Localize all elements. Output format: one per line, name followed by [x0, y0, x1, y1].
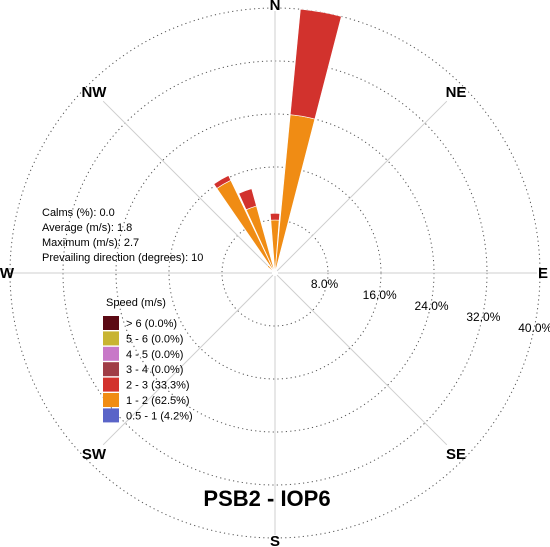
ring-label: 24.0% — [415, 299, 449, 313]
legend-swatch — [103, 362, 119, 377]
legend-label: 4 - 5 (0.0%) — [126, 349, 183, 361]
legend-swatch — [103, 377, 119, 392]
grid-spoke — [102, 274, 274, 446]
ring-labels: 8.0% 16.0% 24.0% 32.0% 40.0% — [311, 277, 550, 335]
legend-title: Speed (m/s) — [106, 297, 166, 309]
wind-sectors — [213, 8, 342, 274]
sector-segment-2-3 — [238, 188, 257, 211]
direction-label-nw: NW — [81, 84, 107, 101]
direction-label-n: N — [270, 0, 281, 14]
sector-segment-1-2 — [267, 265, 276, 274]
stats-average: Average (m/s): 1.8 — [42, 222, 132, 234]
stats-prevailing-direction: Prevailing direction (degrees): 10 — [42, 252, 203, 264]
grid-spoke — [276, 274, 448, 446]
stats-calms: Calms (%): 0.0 — [42, 207, 115, 219]
legend-label: > 6 (0.0%) — [126, 318, 177, 330]
ring-label: 8.0% — [311, 277, 339, 291]
chart-title: PSB2 - IOP6 — [203, 486, 330, 511]
legend-label: 5 - 6 (0.0%) — [126, 333, 183, 345]
sector-segment-2-3 — [213, 175, 232, 189]
legend-label: 2 - 3 (33.3%) — [126, 380, 190, 392]
sector-segment-2-3 — [289, 8, 342, 120]
grid-spoke — [276, 100, 448, 272]
direction-label-w: W — [0, 265, 15, 282]
grid-ring — [9, 7, 541, 539]
legend-label: 3 - 4 (0.0%) — [126, 364, 183, 376]
sector-segment-2-3 — [269, 213, 281, 221]
stats-box: Calms (%): 0.0 Average (m/s): 1.8 Maximu… — [42, 207, 203, 264]
legend-swatch — [103, 393, 119, 407]
direction-label-e: E — [538, 265, 548, 282]
direction-label-sw: SW — [82, 446, 107, 463]
grid-spoke — [102, 100, 274, 272]
direction-label-se: SE — [446, 446, 466, 463]
ring-label: 16.0% — [363, 288, 397, 302]
legend-swatch — [103, 346, 119, 361]
stats-maximum: Maximum (m/s): 2.7 — [42, 237, 139, 249]
legend-swatch — [103, 408, 119, 423]
legend-swatch — [103, 316, 119, 330]
polar-grid — [9, 7, 541, 539]
sector-segment-1-2 — [274, 114, 316, 274]
legend-label: 1 - 2 (62.5%) — [126, 395, 190, 407]
direction-label-s: S — [270, 533, 280, 547]
direction-label-ne: NE — [446, 84, 467, 101]
ring-label: 32.0% — [466, 310, 500, 324]
ring-label: 40.0% — [518, 321, 550, 335]
legend: Speed (m/s) > 6 (0.0%) 5 - 6 (0.0%) 4 - 5 … — [103, 297, 193, 423]
legend-swatch — [103, 331, 119, 346]
legend-label: 0.5 - 1 (4.2%) — [126, 410, 193, 422]
